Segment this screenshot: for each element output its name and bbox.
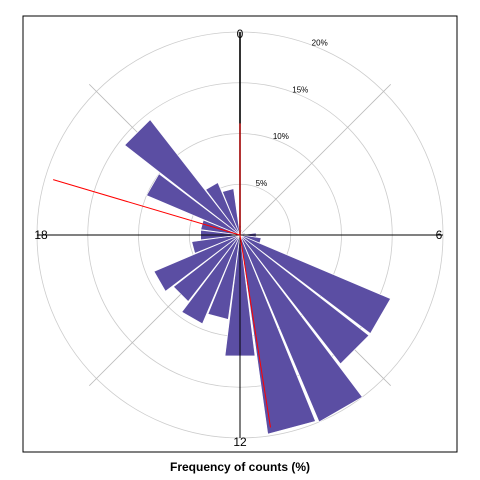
ring-label: 20% [312, 38, 328, 47]
bar-hour-21 [124, 119, 241, 236]
plot-panel [36, 31, 444, 439]
bar-hour-13 [207, 234, 241, 320]
grid-spoke [239, 83, 392, 236]
bar-hour-23 [222, 188, 241, 236]
reference-line-3 [53, 179, 241, 236]
direction-label-0: 0 [237, 27, 244, 41]
bar-hour-14 [181, 234, 241, 325]
bar-hour-11 [239, 234, 316, 435]
direction-label-12: 12 [233, 435, 247, 449]
x-axis-label: Frequency of counts (%) [169, 460, 310, 474]
ring-label: 10% [273, 132, 289, 141]
bar-hour-20 [146, 173, 241, 236]
reference-line-2 [239, 234, 271, 428]
bar-hour-10 [239, 234, 363, 423]
ring-label: 5% [256, 179, 268, 188]
bar-hour-9 [239, 234, 370, 365]
direction-label-6: 6 [436, 228, 443, 242]
bar-hour-15 [173, 234, 241, 302]
bar-hour-17 [191, 234, 241, 254]
direction-label-18: 18 [34, 228, 48, 242]
bar-hour-19 [200, 219, 241, 236]
panel-border [22, 15, 458, 453]
bar-hour-22 [205, 182, 241, 236]
bar-hour-8 [239, 234, 391, 334]
ring-label: 15% [292, 85, 308, 94]
bar-hour-16 [153, 234, 241, 292]
